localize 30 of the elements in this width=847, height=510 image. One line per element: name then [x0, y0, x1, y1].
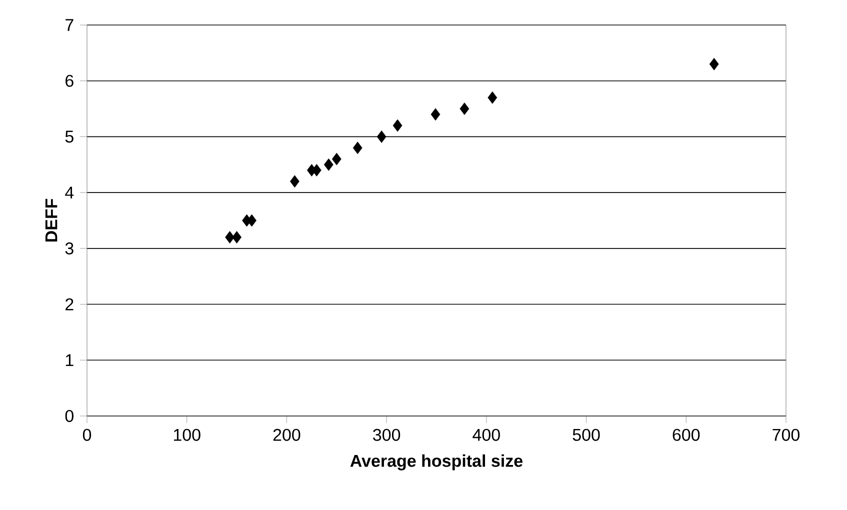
point — [392, 119, 402, 132]
x-tick-label: 700 — [772, 428, 800, 441]
x-tick-label: 0 — [82, 428, 92, 441]
y-tick-label: 0 — [65, 410, 74, 422]
y-tick-label: 4 — [65, 186, 74, 198]
y-tick-label: 6 — [66, 74, 74, 87]
y-tick-label: 7 — [66, 19, 74, 31]
point — [225, 231, 234, 244]
point — [376, 130, 386, 143]
point — [352, 142, 362, 154]
y-tick-label: 2 — [66, 298, 74, 310]
point — [232, 231, 242, 244]
point — [460, 102, 470, 115]
y-tick-label: 1 — [66, 354, 74, 366]
x-tick-label: 100 — [174, 428, 200, 441]
point — [332, 152, 342, 166]
x-tick-label: 400 — [472, 428, 500, 441]
point — [709, 58, 719, 70]
y-tick-label: 5 — [65, 130, 74, 143]
x-axis-title: Average hospital size — [350, 454, 523, 470]
x-tick-label: 300 — [373, 428, 400, 441]
point — [290, 175, 300, 188]
x-tick-label: 600 — [672, 428, 700, 441]
x-tick-label: 500 — [572, 428, 600, 441]
y-tick-label: 3 — [65, 242, 74, 254]
point — [324, 158, 334, 171]
y-axis-title: DEFF — [45, 198, 58, 242]
point — [430, 108, 440, 121]
x-tick-label: 200 — [273, 428, 300, 441]
point — [488, 91, 498, 104]
